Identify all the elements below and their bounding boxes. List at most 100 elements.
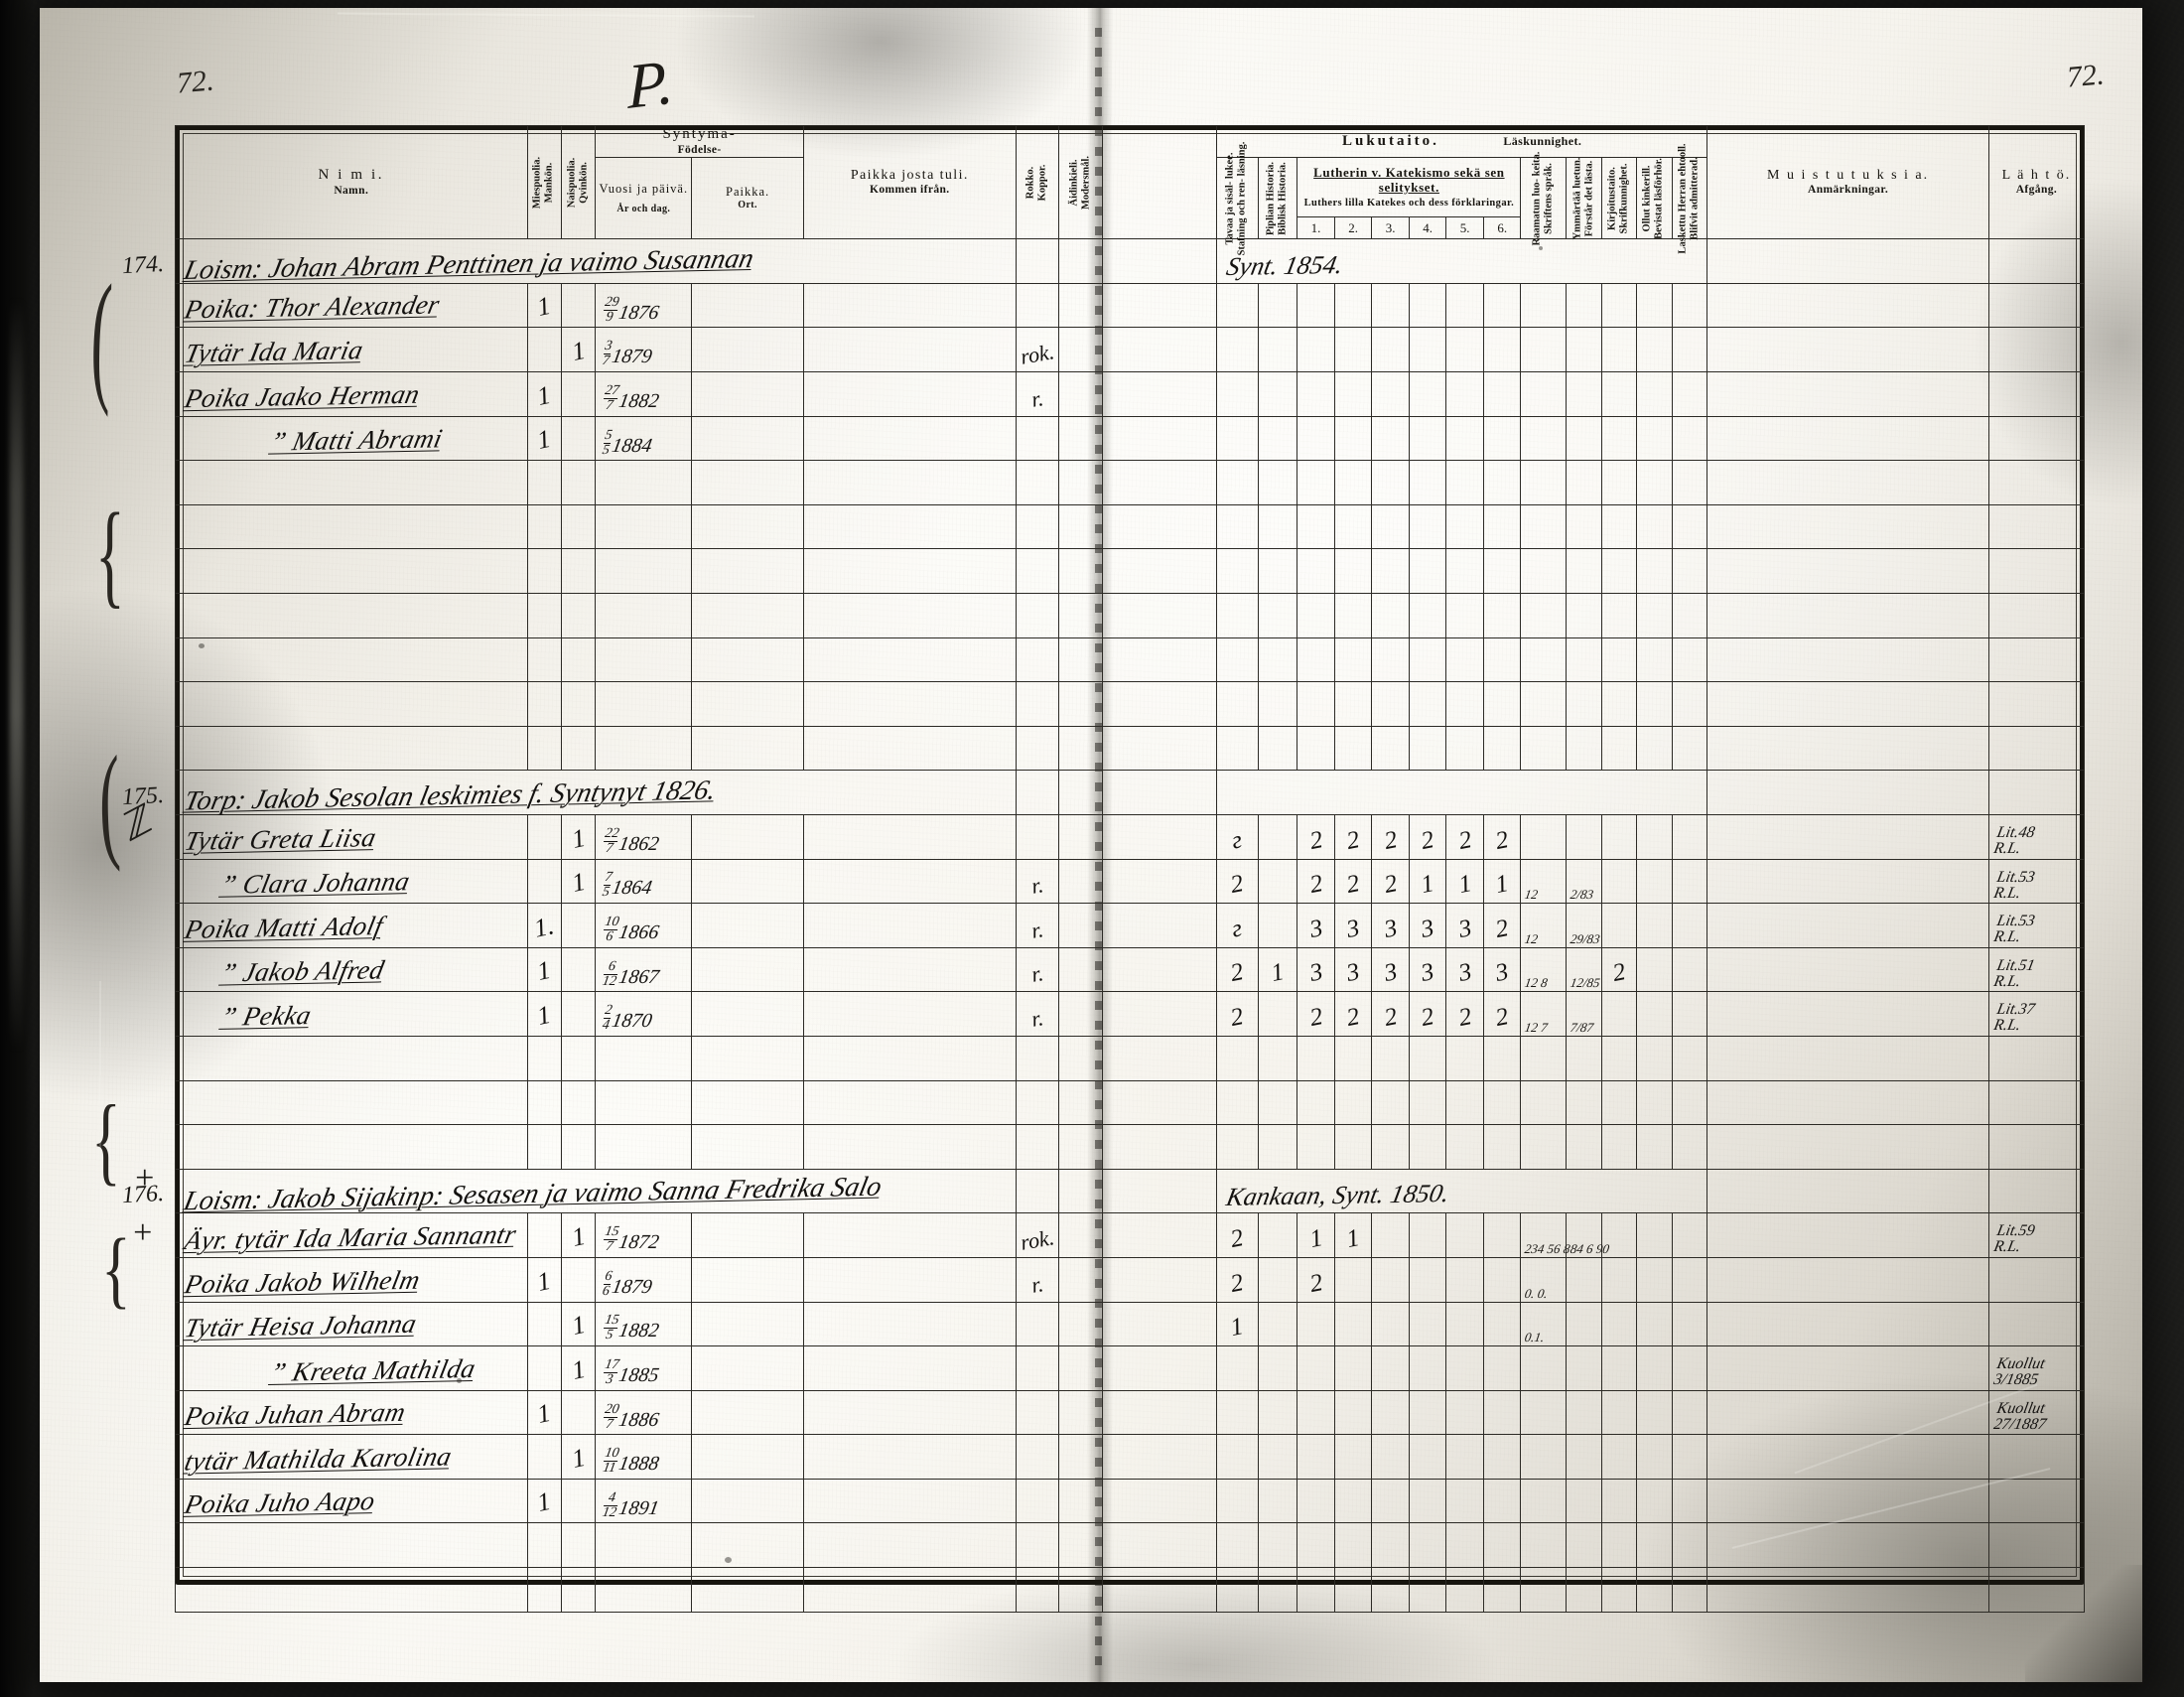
notes-cell[interactable] [1706, 1345, 1989, 1391]
attended-examination-cell[interactable] [1636, 1434, 1673, 1480]
heading-extra-note[interactable]: Kankaan, Synt. 1850. [1215, 1168, 1708, 1214]
empty-cell[interactable] [1215, 681, 1259, 727]
birth-date-cell[interactable]: 6 12 1867 [595, 946, 693, 993]
member-name-cell[interactable]: ” Kreeta Mathilda [175, 1345, 528, 1391]
empty-cell[interactable] [1102, 636, 1217, 683]
understands-reading-cell[interactable]: 2/83 [1566, 858, 1602, 905]
catechism-cell-2[interactable] [1333, 282, 1373, 329]
departure-cell[interactable] [1987, 1301, 2086, 1347]
admitted-communion-cell[interactable] [1671, 371, 1708, 417]
empty-cell[interactable] [1566, 1567, 1602, 1613]
writing-skill-cell[interactable] [1600, 1434, 1638, 1480]
empty-cell[interactable] [1297, 1035, 1335, 1081]
catechism-cell-6[interactable]: 2 [1482, 813, 1522, 860]
empty-cell[interactable] [1445, 460, 1484, 505]
empty-cell[interactable] [691, 1035, 804, 1081]
empty-cell[interactable] [1257, 1567, 1298, 1613]
smallpox-cell[interactable]: r. [1015, 371, 1060, 417]
attended-examination-cell[interactable] [1636, 858, 1673, 905]
spacer-cell[interactable] [1102, 1389, 1217, 1436]
catechism-cell-4[interactable]: 3 [1408, 903, 1447, 948]
came-from-cell[interactable] [802, 903, 1017, 948]
understands-reading-cell[interactable] [1566, 282, 1602, 329]
departure-cell[interactable] [1987, 327, 2086, 373]
empty-cell[interactable] [1371, 1035, 1410, 1081]
empty-cell[interactable] [1102, 1035, 1217, 1081]
female-count-cell[interactable] [560, 946, 597, 993]
catechism-cell-2[interactable] [1333, 327, 1373, 373]
empty-cell[interactable] [1671, 725, 1708, 772]
notes-cell[interactable] [1706, 1256, 1989, 1303]
empty-cell[interactable] [560, 1522, 597, 1569]
male-count-cell[interactable]: 1 [526, 1256, 562, 1303]
bible-history-cell[interactable] [1257, 282, 1298, 329]
empty-cell[interactable] [1015, 1522, 1060, 1569]
household-heading-row[interactable]: 176. Loism: Jakob Sijakinp: Sesasen ja va… [121, 1168, 2086, 1217]
empty-cell[interactable] [1333, 593, 1373, 638]
came-from-cell[interactable] [802, 1301, 1017, 1347]
catechism-cell-1[interactable]: 2 [1297, 1256, 1335, 1303]
catechism-cell-3[interactable] [1371, 1212, 1410, 1258]
scripture-language-cell[interactable] [1520, 813, 1568, 860]
departure-cell[interactable]: Kuollut 3/1885 [1987, 1345, 2086, 1391]
empty-cell[interactable] [1215, 593, 1259, 638]
departure-cell[interactable]: Lit.59 R.L. [1987, 1212, 2086, 1258]
departure-cell[interactable]: Lit.48 R.L. [1987, 813, 2086, 860]
empty-cell[interactable] [1671, 1124, 1708, 1170]
empty-cell[interactable] [1566, 548, 1602, 594]
empty-cell[interactable] [1408, 1567, 1447, 1613]
empty-cell[interactable] [1297, 1124, 1335, 1170]
blank-row[interactable] [175, 503, 2086, 550]
member-name-cell[interactable]: Poika Juho Aapo [175, 1478, 528, 1524]
empty-cell[interactable] [1445, 548, 1484, 594]
attended-examination-cell[interactable] [1636, 1389, 1673, 1436]
spelling-cell[interactable]: 2 [1215, 1256, 1259, 1303]
catechism-cell-2[interactable]: 2 [1333, 991, 1373, 1037]
empty-cell[interactable] [526, 548, 562, 594]
birth-place-cell[interactable] [691, 415, 804, 462]
spelling-cell[interactable]: 2 [1215, 991, 1259, 1037]
female-count-cell[interactable] [560, 415, 597, 462]
departure-cell[interactable] [1987, 770, 2086, 815]
catechism-cell-3[interactable] [1371, 1256, 1410, 1303]
scripture-language-cell[interactable] [1520, 1434, 1568, 1480]
empty-cell[interactable] [1215, 725, 1259, 772]
scripture-language-cell[interactable]: 12 8 [1520, 946, 1568, 993]
blank-row[interactable] [175, 548, 2086, 594]
admitted-communion-cell[interactable] [1671, 415, 1708, 462]
birth-place-cell[interactable] [691, 1434, 804, 1480]
empty-cell[interactable] [1600, 725, 1638, 772]
empty-cell[interactable] [1600, 593, 1638, 638]
member-name-cell[interactable]: Tytär Heisa Johanna [175, 1301, 528, 1347]
language-cell[interactable] [1058, 1345, 1104, 1391]
empty-cell[interactable] [691, 460, 804, 505]
bible-history-cell[interactable] [1257, 1301, 1298, 1347]
smallpox-cell[interactable]: r. [1015, 991, 1060, 1037]
catechism-cell-1[interactable]: 2 [1297, 858, 1335, 905]
male-count-cell[interactable] [526, 1301, 562, 1347]
understands-reading-cell[interactable]: 7/87 [1566, 991, 1602, 1037]
catechism-cell-3[interactable] [1371, 327, 1410, 373]
empty-cell[interactable] [1636, 1522, 1673, 1569]
came-from-cell[interactable] [802, 858, 1017, 905]
empty-cell[interactable] [1058, 1567, 1104, 1613]
notes-cell[interactable] [1706, 327, 1989, 373]
male-count-cell[interactable] [526, 813, 562, 860]
empty-cell[interactable] [526, 1567, 562, 1613]
catechism-cell-5[interactable] [1445, 1301, 1484, 1347]
departure-cell[interactable]: Lit.37 R.L. [1987, 991, 2086, 1037]
empty-cell[interactable] [1706, 503, 1989, 550]
bible-history-cell[interactable] [1257, 1345, 1298, 1391]
member-name-cell[interactable]: ” Matti Abrami [175, 415, 528, 462]
writing-skill-cell[interactable] [1600, 1389, 1638, 1436]
empty-cell[interactable] [1297, 1567, 1335, 1613]
catechism-cell-5[interactable] [1445, 1212, 1484, 1258]
empty-cell[interactable] [595, 503, 693, 550]
empty-cell[interactable] [1987, 460, 2086, 505]
empty-cell[interactable] [1058, 548, 1104, 594]
empty-cell[interactable] [1408, 460, 1447, 505]
empty-cell[interactable] [1706, 636, 1989, 683]
empty-cell[interactable] [802, 1567, 1017, 1613]
catechism-cell-2[interactable] [1333, 1478, 1373, 1524]
blank-row[interactable] [175, 1124, 2086, 1170]
